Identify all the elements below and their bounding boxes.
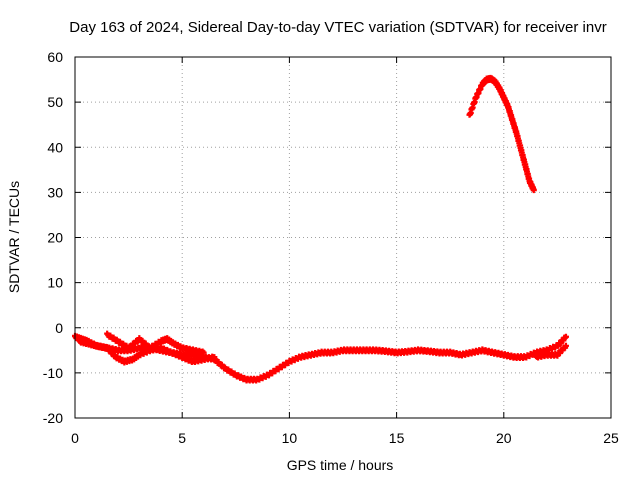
y-tick-label: -20: [43, 410, 63, 426]
y-tick-label: 50: [47, 94, 63, 110]
data-point: [530, 187, 537, 194]
series-sdtvar-end-branch: [532, 342, 569, 361]
x-axis-ticks: 0 5 10 15 20 25: [71, 57, 619, 446]
y-axis-label: SDTVAR / TECUs: [6, 181, 22, 293]
series-sdtvar-high-arc: [466, 74, 537, 194]
x-tick-label: 0: [71, 430, 79, 446]
plot-series: [72, 74, 569, 384]
x-axis-label: GPS time / hours: [287, 457, 394, 473]
x-tick-label: 25: [603, 430, 619, 446]
data-point: [200, 349, 207, 356]
y-tick-label: -10: [43, 365, 63, 381]
grid-lines: [75, 57, 611, 418]
data-point: [562, 342, 569, 349]
series-sdtvar-upper-branch: [104, 330, 207, 357]
y-tick-label: 0: [55, 320, 63, 336]
data-point: [562, 333, 569, 340]
chart-title: Day 163 of 2024, Sidereal Day-to-day VTE…: [69, 19, 606, 36]
y-tick-label: 20: [47, 230, 63, 246]
x-tick-label: 20: [496, 430, 512, 446]
y-tick-label: 40: [47, 139, 63, 155]
data-point: [211, 354, 218, 361]
x-tick-label: 15: [389, 430, 405, 446]
y-tick-label: 10: [47, 275, 63, 291]
x-tick-label: 10: [282, 430, 298, 446]
y-tick-label: 60: [47, 49, 63, 65]
y-axis-ticks: -20 -10 0 10 20 30 40 50 60: [43, 49, 611, 426]
x-tick-label: 5: [178, 430, 186, 446]
y-tick-label: 30: [47, 184, 63, 200]
